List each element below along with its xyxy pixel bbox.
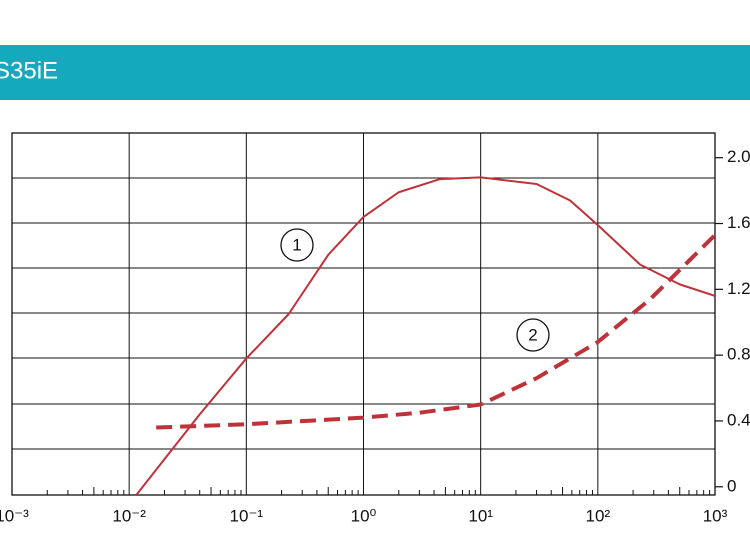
series-line <box>156 233 715 430</box>
series-line <box>135 176 715 495</box>
x-tick-label: 10³ <box>703 506 728 525</box>
x-tick-label: 10⁰ <box>351 506 377 525</box>
y-tick-label: 2.0 <box>727 147 750 166</box>
y-tick-label: 0.4 <box>727 410 750 429</box>
y-tick-label: 1.2 <box>727 279 750 298</box>
annotation-circle <box>280 228 314 262</box>
chart-title: S35iE <box>0 57 58 84</box>
y-tick-label: 0 <box>727 476 736 495</box>
y-tick-label: 1.6 <box>727 213 750 232</box>
x-tick-label: 10⁻² <box>112 506 146 525</box>
annotation: 1 <box>292 235 301 254</box>
annotation: 2 <box>528 325 537 344</box>
x-tick-label: 10¹ <box>468 506 493 525</box>
annotation-circle <box>516 318 550 352</box>
x-tick-label: 10² <box>586 506 611 525</box>
x-tick-label: 10⁻³ <box>0 506 29 525</box>
y-tick-label: 0.8 <box>727 345 750 364</box>
x-tick-label: 10⁻¹ <box>230 506 264 525</box>
banner <box>0 45 750 100</box>
plot-lines <box>135 176 715 495</box>
